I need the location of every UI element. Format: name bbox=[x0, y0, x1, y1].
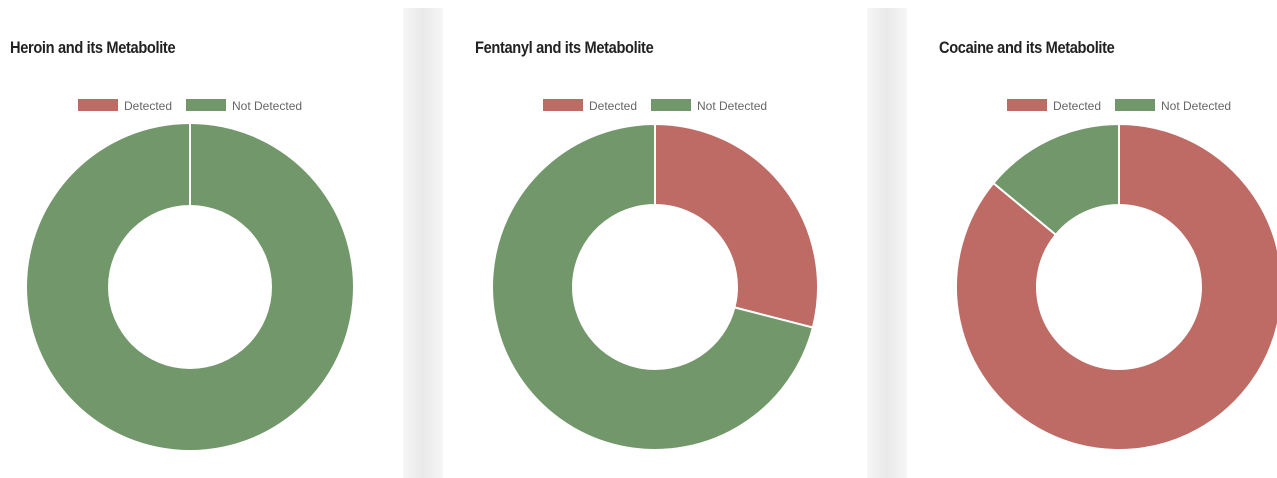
legend-swatch-detected[interactable] bbox=[543, 99, 583, 111]
panel-divider bbox=[867, 8, 907, 478]
slice-not-detected[interactable] bbox=[27, 124, 353, 450]
chart-panel-fentanyl: Fentanyl and its Metabolite Detected Not… bbox=[465, 0, 867, 478]
legend: Detected Not Detected bbox=[543, 99, 767, 113]
legend-swatch-detected[interactable] bbox=[78, 99, 118, 111]
slices bbox=[955, 123, 1277, 451]
legend-swatch-not-detected[interactable] bbox=[186, 99, 226, 111]
slices bbox=[27, 124, 353, 450]
legend: Detected Not Detected bbox=[1007, 99, 1231, 113]
doughnut-chart-heroin: Detected Not Detected bbox=[27, 99, 353, 450]
chart-panel-heroin: Heroin and its Metabolite Detected Not D… bbox=[0, 0, 403, 478]
slice-not-detected[interactable] bbox=[491, 123, 814, 451]
chart-panel-cocaine: Cocaine and its Metabolite Detected Not … bbox=[929, 0, 1277, 478]
legend-label-detected[interactable]: Detected bbox=[1053, 99, 1101, 113]
doughnut-chart-fentanyl: Detected Not Detected bbox=[491, 99, 819, 451]
legend-label-not-detected[interactable]: Not Detected bbox=[697, 99, 767, 113]
slices bbox=[491, 123, 819, 451]
legend: Detected Not Detected bbox=[78, 99, 302, 113]
legend-label-detected[interactable]: Detected bbox=[589, 99, 637, 113]
chart-title: Fentanyl and its Metabolite bbox=[475, 38, 654, 57]
legend-swatch-not-detected[interactable] bbox=[651, 99, 691, 111]
panel-divider bbox=[403, 8, 443, 478]
legend-label-not-detected[interactable]: Not Detected bbox=[1161, 99, 1231, 113]
legend-label-detected[interactable]: Detected bbox=[124, 99, 172, 113]
chart-title: Heroin and its Metabolite bbox=[10, 38, 176, 57]
chart-title: Cocaine and its Metabolite bbox=[939, 38, 1115, 57]
legend-swatch-not-detected[interactable] bbox=[1115, 99, 1155, 111]
slice-detected[interactable] bbox=[955, 123, 1277, 451]
slice-detected[interactable] bbox=[654, 123, 819, 329]
legend-swatch-detected[interactable] bbox=[1007, 99, 1047, 111]
legend-label-not-detected[interactable]: Not Detected bbox=[232, 99, 302, 113]
slice-not-detected[interactable] bbox=[992, 123, 1120, 236]
doughnut-chart-cocaine: Detected Not Detected bbox=[955, 99, 1277, 451]
